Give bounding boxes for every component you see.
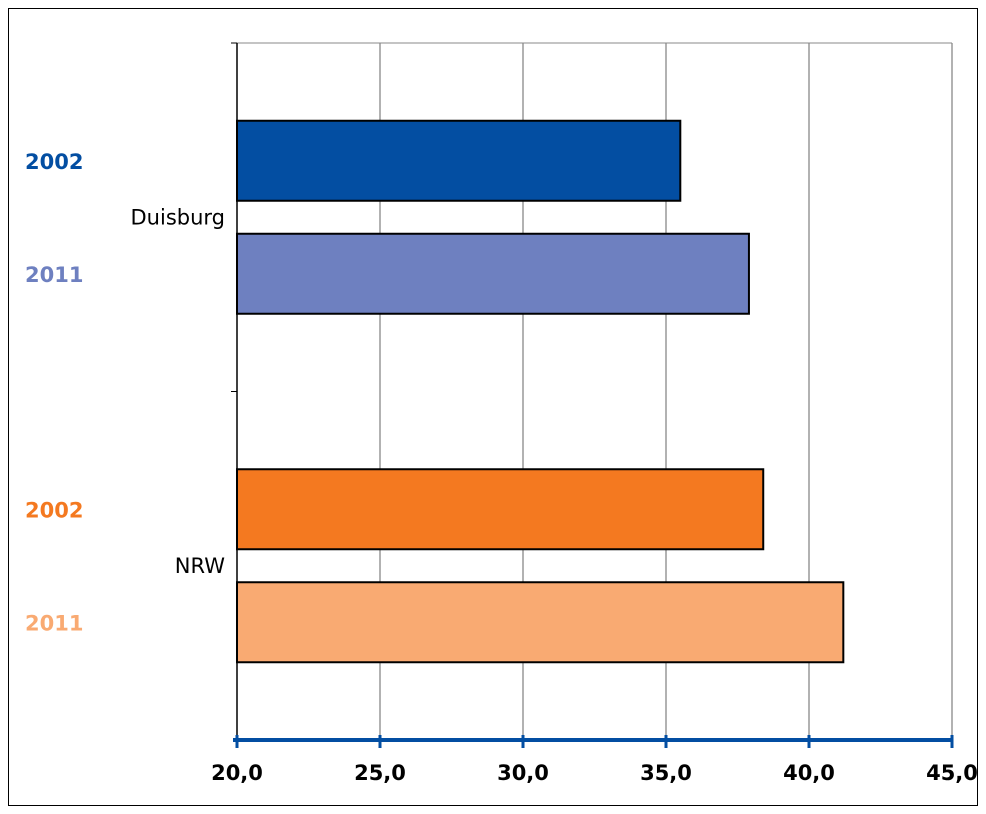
axes [231, 42, 954, 748]
x-tick-label: 30,0 [497, 761, 549, 785]
series-label-nrw-2011: 2011 [25, 611, 83, 635]
bar-nrw-2002 [236, 468, 765, 551]
x-tick-label: 45,0 [926, 761, 978, 785]
bars [236, 119, 845, 664]
series-label-nrw-2002: 2002 [25, 498, 83, 522]
x-tick-label: 20,0 [211, 761, 263, 785]
labels: 2002 2011 Duisburg 2002 2011 NRW 20,0 25,0 30,0 3… [25, 150, 978, 785]
x-tick-label: 40,0 [783, 761, 835, 785]
x-tick-label: 25,0 [354, 761, 406, 785]
series-label-duisburg-2002: 2002 [25, 150, 83, 174]
series-label-duisburg-2011: 2011 [25, 263, 83, 287]
category-label-duisburg: Duisburg [131, 205, 226, 229]
x-tick-label: 35,0 [640, 761, 692, 785]
bar-nrw-2011 [236, 581, 845, 664]
bar-duisburg-2002 [236, 119, 682, 202]
category-label-nrw: NRW [175, 554, 225, 578]
bar-duisburg-2011 [236, 232, 750, 315]
